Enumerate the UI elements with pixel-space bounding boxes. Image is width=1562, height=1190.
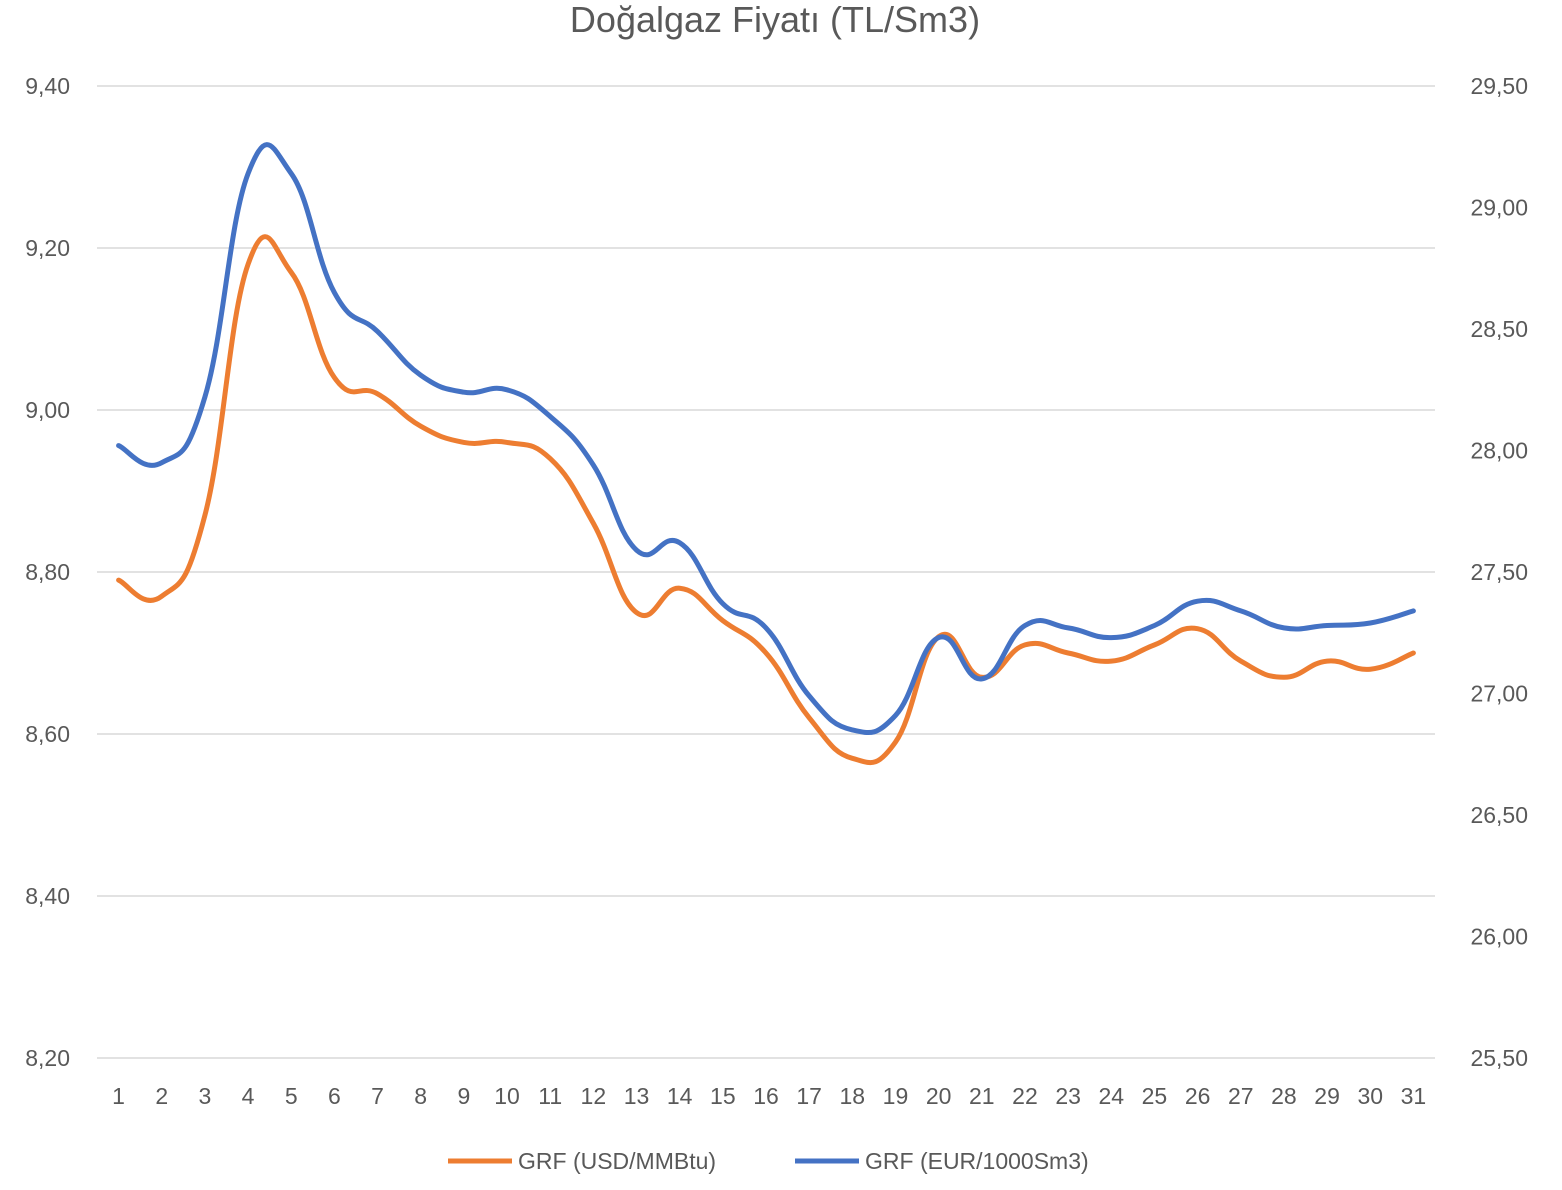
x-tick-label: 15 <box>710 1083 736 1109</box>
gridlines <box>97 85 1435 1059</box>
series-lines <box>116 142 1416 766</box>
x-tick-label: 11 <box>538 1083 562 1109</box>
right-axis-tick-labels: 25,50 26,00 26,50 27,00 27,50 28,00 28,50 29,00… <box>1470 73 1528 1071</box>
x-tick-label: 25 <box>1142 1083 1168 1109</box>
x-tick-label: 4 <box>242 1083 255 1109</box>
x-tick-label: 17 <box>796 1083 822 1109</box>
x-tick-label: 13 <box>624 1083 650 1109</box>
x-tick-label: 19 <box>883 1083 909 1109</box>
chart-title: Doğalgaz Fiyatı (TL/Sm3) <box>570 0 980 40</box>
x-tick-label: 26 <box>1185 1083 1211 1109</box>
x-tick-label: 7 <box>371 1083 384 1109</box>
x-tick-label: 22 <box>1012 1083 1038 1109</box>
x-tick-label: 12 <box>581 1083 607 1109</box>
legend-label-eur: GRF (EUR/1000Sm3) <box>865 1148 1089 1174</box>
x-tick-label: 5 <box>285 1083 298 1109</box>
x-tick-label: 8 <box>414 1083 427 1109</box>
x-tick-label: 31 <box>1401 1083 1427 1109</box>
x-tick-label: 30 <box>1357 1083 1383 1109</box>
right-y-tick-label: 27,00 <box>1470 681 1528 707</box>
legend-label-usd: GRF (USD/MMBtu) <box>518 1148 716 1174</box>
left-axis-tick-labels: 8,20 8,40 8,60 8,80 9,00 9,20 9,40 <box>25 73 70 1071</box>
x-tick-label: 27 <box>1228 1083 1254 1109</box>
legend: GRF (USD/MMBtu) GRF (EUR/1000Sm3) <box>448 1148 1089 1174</box>
x-tick-label: 6 <box>328 1083 341 1109</box>
left-y-tick-label: 8,80 <box>25 559 70 585</box>
right-y-tick-label: 25,50 <box>1470 1045 1528 1071</box>
left-y-tick-label: 9,40 <box>25 73 70 99</box>
right-y-tick-label: 28,50 <box>1470 316 1528 342</box>
right-y-tick-label: 26,50 <box>1470 802 1528 828</box>
left-y-tick-label: 9,00 <box>25 397 70 423</box>
right-y-tick-label: 26,00 <box>1470 924 1528 950</box>
x-tick-label: 21 <box>969 1083 995 1109</box>
x-tick-label: 20 <box>926 1083 952 1109</box>
left-y-tick-label: 8,20 <box>25 1045 70 1071</box>
x-tick-label: 10 <box>494 1083 520 1109</box>
left-y-tick-label: 9,20 <box>25 235 70 261</box>
right-y-tick-label: 29,00 <box>1470 195 1528 221</box>
left-y-tick-label: 8,60 <box>25 721 70 747</box>
x-tick-label: 28 <box>1271 1083 1297 1109</box>
x-tick-label: 3 <box>199 1083 212 1109</box>
x-tick-label: 9 <box>457 1083 470 1109</box>
x-tick-label: 1 <box>112 1083 125 1109</box>
x-tick-label: 29 <box>1314 1083 1340 1109</box>
x-axis-tick-labels: 1 2 3 4 5 6 7 8 9 10 11 12 13 14 15 16 17 18 19 20 21 22 23 24 2… <box>112 1083 1426 1109</box>
left-y-tick-label: 8,40 <box>25 883 70 909</box>
right-y-tick-label: 28,00 <box>1470 438 1528 464</box>
x-tick-label: 16 <box>753 1083 779 1109</box>
right-y-tick-label: 29,50 <box>1470 73 1528 99</box>
series-line-eur <box>116 142 1416 736</box>
x-tick-label: 24 <box>1098 1083 1124 1109</box>
x-tick-label: 14 <box>667 1083 693 1109</box>
right-y-tick-label: 27,50 <box>1470 559 1528 585</box>
x-tick-label: 23 <box>1055 1083 1081 1109</box>
x-tick-label: 18 <box>840 1083 866 1109</box>
series-line-usd <box>116 234 1416 766</box>
x-tick-label: 2 <box>155 1083 168 1109</box>
